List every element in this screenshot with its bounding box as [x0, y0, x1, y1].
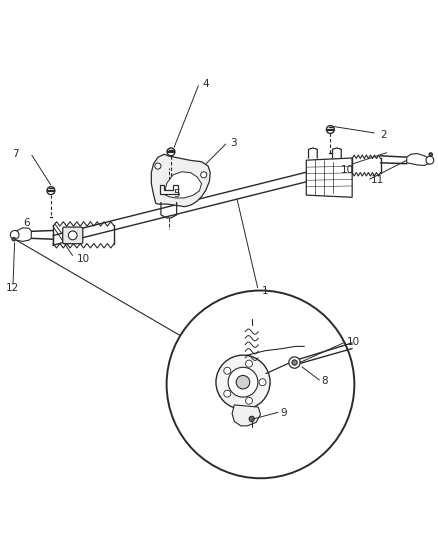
Circle shape: [228, 367, 258, 397]
Polygon shape: [407, 154, 431, 165]
Text: 9: 9: [280, 408, 287, 418]
Circle shape: [166, 290, 354, 478]
Polygon shape: [232, 405, 261, 426]
Circle shape: [326, 126, 334, 133]
Polygon shape: [219, 369, 224, 395]
Circle shape: [201, 172, 207, 178]
Text: 10: 10: [77, 254, 90, 264]
Polygon shape: [164, 172, 201, 198]
FancyBboxPatch shape: [63, 227, 83, 244]
Text: 1: 1: [261, 286, 268, 296]
Circle shape: [216, 355, 270, 409]
Circle shape: [47, 187, 55, 195]
Text: 10: 10: [346, 337, 360, 346]
Text: 4: 4: [202, 79, 209, 89]
Circle shape: [426, 156, 434, 164]
Circle shape: [11, 230, 19, 239]
Circle shape: [429, 153, 432, 156]
Text: 7: 7: [12, 149, 19, 159]
Polygon shape: [160, 185, 177, 194]
Circle shape: [12, 238, 15, 241]
Circle shape: [167, 148, 175, 156]
Circle shape: [249, 416, 254, 422]
Circle shape: [292, 360, 297, 365]
Text: 10: 10: [340, 165, 353, 175]
Circle shape: [224, 390, 231, 397]
Circle shape: [155, 163, 161, 169]
Polygon shape: [151, 154, 210, 207]
Circle shape: [68, 231, 77, 240]
Circle shape: [246, 397, 253, 404]
Text: 12: 12: [6, 283, 19, 293]
Text: 2: 2: [381, 130, 387, 140]
Text: 3: 3: [230, 138, 237, 148]
Text: 8: 8: [321, 376, 328, 386]
Text: 5: 5: [173, 189, 180, 199]
Circle shape: [224, 367, 231, 374]
Polygon shape: [306, 158, 352, 197]
Circle shape: [246, 360, 253, 367]
Polygon shape: [14, 228, 31, 241]
Text: 11: 11: [371, 175, 384, 185]
Circle shape: [289, 357, 300, 368]
Text: 6: 6: [23, 218, 30, 228]
Circle shape: [236, 375, 250, 389]
Circle shape: [259, 379, 266, 386]
